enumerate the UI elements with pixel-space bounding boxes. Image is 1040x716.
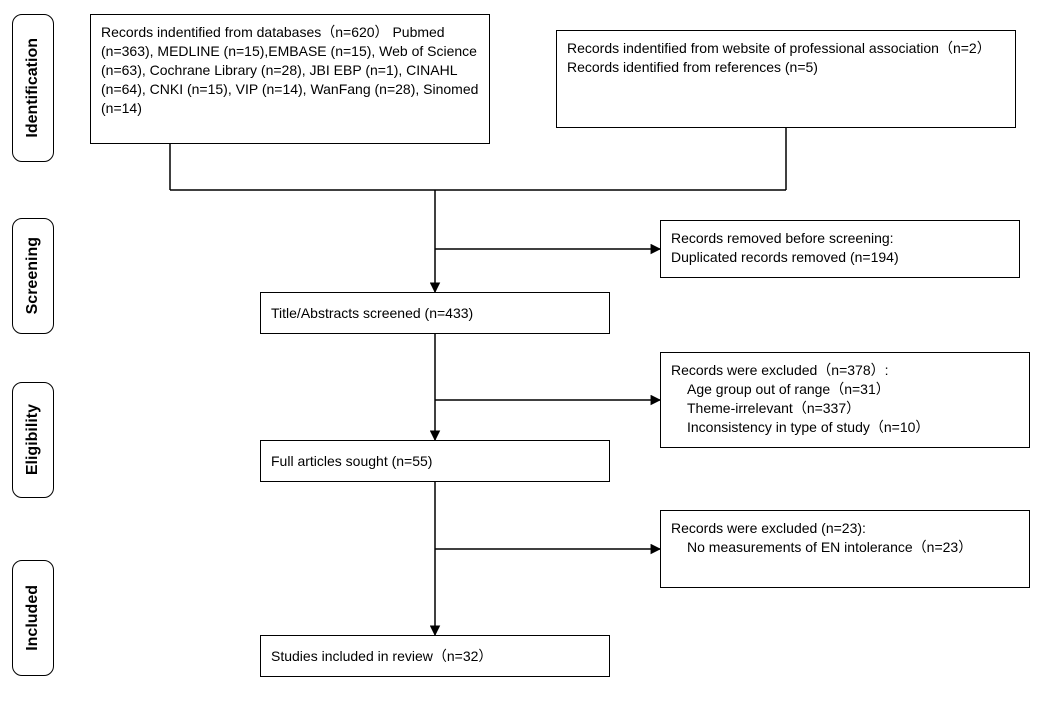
box-other-sources-line2: Records identified from references (n=5) [567,59,818,75]
box-excluded-23-header: Records were excluded (n=23): [671,520,866,536]
box-excluded-378: Records were excluded（n=378）: Age group … [660,352,1030,448]
box-other-sources-line1: Records indentified from website of prof… [567,40,991,56]
box-screened: Title/Abstracts screened (n=433) [260,292,610,334]
stage-identification: Identification [12,14,54,162]
box-excluded-378-header: Records were excluded（n=378）: [671,362,889,378]
box-excluded-378-item3: Inconsistency in type of study（n=10） [671,418,1019,437]
box-databases-text: Records indentified from databases（n=620… [101,24,478,116]
stage-eligibility-label: Eligibility [24,404,42,475]
box-full-articles-text: Full articles sought (n=55) [271,452,432,471]
box-excluded-378-item2: Theme-irrelevant（n=337） [671,399,1019,418]
box-full-articles: Full articles sought (n=55) [260,440,610,482]
box-screened-text: Title/Abstracts screened (n=433) [271,304,473,323]
box-dup-line1: Records removed before screening: [671,230,894,246]
box-excluded-378-item1: Age group out of range（n=31） [671,380,1019,399]
box-excluded-23-item1: No measurements of EN intolerance（n=23） [671,538,1019,557]
box-included: Studies included in review（n=32） [260,635,610,677]
stage-screening-label: Screening [24,237,42,314]
stage-identification-label: Identification [24,38,42,138]
stage-eligibility: Eligibility [12,382,54,498]
box-excluded-23: Records were excluded (n=23): No measure… [660,510,1030,588]
stage-screening: Screening [12,218,54,334]
box-other-sources: Records indentified from website of prof… [556,30,1016,128]
box-dup-line2: Duplicated records removed (n=194) [671,249,899,265]
prisma-flowchart: Identification Screening Eligibility Inc… [0,0,1040,716]
stage-included: Included [12,560,54,676]
box-duplicates-removed: Records removed before screening: Duplic… [660,220,1020,278]
stage-included-label: Included [24,585,42,651]
box-included-text: Studies included in review（n=32） [271,647,492,666]
box-databases: Records indentified from databases（n=620… [90,14,490,144]
